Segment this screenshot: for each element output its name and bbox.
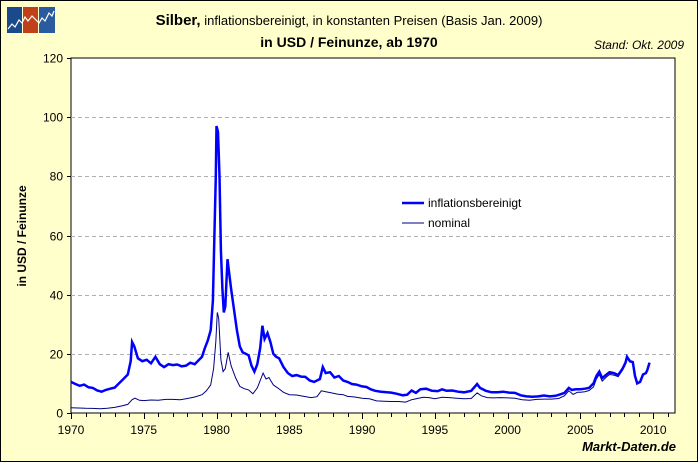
chart-title: Silber, inflationsbereinigt, in konstant… [0, 12, 698, 29]
stand-date: Stand: Okt. 2009 [593, 38, 684, 52]
plot-area [70, 57, 676, 414]
legend-label-nominal: nominal [428, 216, 470, 230]
x-tick-label: 2005 [567, 423, 594, 437]
x-tick-label: 2000 [494, 423, 521, 437]
chart-subtitle: in USD / Feinunze, ab 1970 [260, 34, 438, 50]
chart-title-rest: inflationsbereinigt, in konstanten Preis… [200, 13, 543, 28]
y-tick-label: 40 [50, 289, 64, 303]
source-credit: Markt-Daten.de [582, 439, 676, 454]
x-tick-label: 1995 [422, 423, 449, 437]
chart-logo-icon [7, 7, 55, 33]
x-tick-label: 1970 [58, 423, 85, 437]
chart-title-bold: Silber, [155, 12, 201, 29]
y-tick-label: 0 [56, 407, 63, 421]
x-tick-label: 1975 [130, 423, 157, 437]
y-tick-label: 120 [43, 52, 63, 66]
y-tick-label: 80 [50, 170, 64, 184]
y-tick-label: 20 [50, 348, 64, 362]
x-tick-label: 1980 [203, 423, 230, 437]
legend-label-inflationsbereinigt: inflationsbereinigt [428, 196, 522, 210]
y-tick-label: 100 [43, 111, 63, 125]
x-tick-label: 1990 [349, 423, 376, 437]
x-tick-label: 2010 [640, 423, 667, 437]
series-line-inflationsbereinigt [70, 125, 651, 398]
x-tick-label: 1985 [276, 423, 303, 437]
y-tick-label: 60 [50, 230, 64, 244]
series-line-nominal [70, 312, 650, 410]
